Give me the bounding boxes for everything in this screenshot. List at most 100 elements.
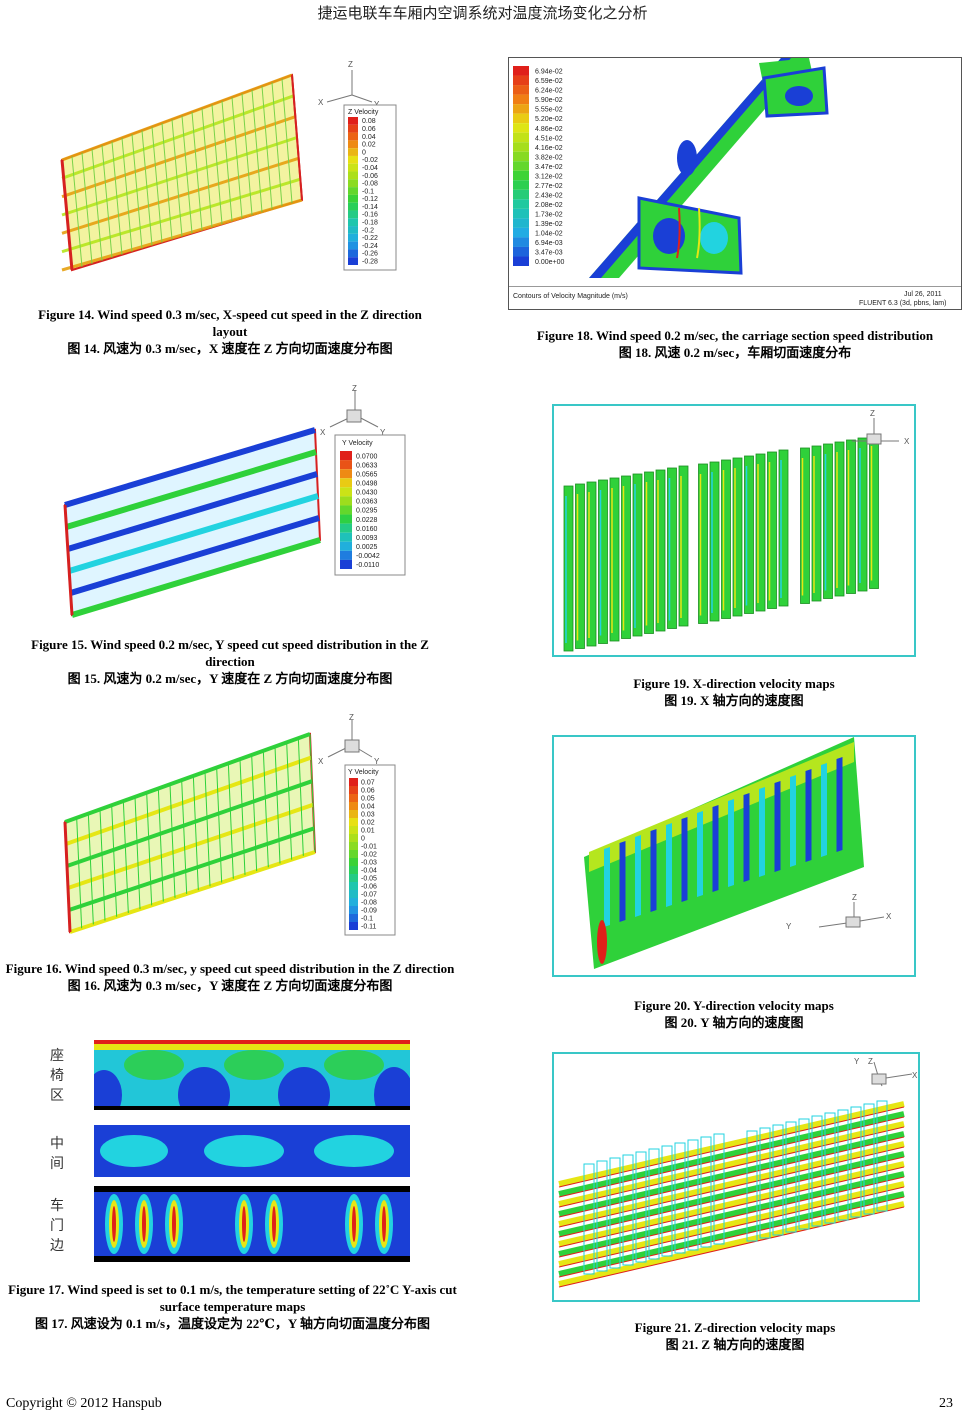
legend-value: -0.0042: [356, 553, 380, 560]
caption-zh: 图 15. 风速为 0.2 m/sec，Y 速度在 Z 方向切面速度分布图: [67, 671, 393, 686]
axis-x-label: X: [318, 98, 324, 107]
legend-value: 3.47e-03: [535, 250, 563, 257]
legend-value: 0.02: [362, 142, 376, 149]
legend-value: 0.0228: [356, 517, 378, 524]
legend-value: 4.51e-02: [535, 135, 563, 142]
legend-swatch: [340, 532, 352, 542]
legend-swatch: [348, 163, 358, 172]
legend-swatch: [340, 523, 352, 533]
legend-swatch: [348, 132, 358, 141]
legend-swatch: [348, 210, 358, 219]
caption-figure-19: Figure 19. X-direction velocity maps 图 1…: [552, 675, 916, 709]
legend-swatch: [349, 882, 358, 890]
legend-swatch: [513, 237, 529, 247]
legend-value: -0.26: [362, 251, 378, 258]
caption-figure-16: Figure 16. Wind speed 0.3 m/sec, y speed…: [5, 960, 455, 994]
fluent-date: Jul 26, 2011: [904, 291, 942, 298]
legend-swatch: [348, 140, 358, 149]
legend-swatch: [348, 194, 358, 203]
legend-swatch: [349, 850, 358, 858]
caption-figure-14: Figure 14. Wind speed 0.3 m/sec, X-speed…: [20, 306, 440, 357]
caption-en: Figure 17. Wind speed is set to 0.1 m/s,…: [8, 1282, 457, 1314]
legend-value: 6.94e-02: [535, 69, 563, 76]
caption-en: Figure 18. Wind speed 0.2 m/sec, the car…: [536, 328, 934, 343]
legend-value: -0.18: [362, 219, 378, 226]
legend-value: -0.05: [361, 875, 377, 882]
legend-swatch: [513, 218, 529, 228]
legend-swatch: [349, 786, 358, 794]
legend-value: 0.07: [361, 779, 375, 786]
running-header: 捷运电联车车厢内空调系统对温度流场变化之分析: [317, 6, 648, 22]
legend-swatch: [340, 541, 352, 551]
legend-swatch: [513, 66, 529, 76]
legend-value: -0.04: [362, 165, 378, 172]
caption-figure-21: Figure 21. Z-direction velocity maps 图 2…: [552, 1319, 918, 1353]
legend-swatch: [349, 922, 358, 930]
caption-zh: 图 19. X 轴方向的速度图: [664, 693, 804, 708]
legend-value: 0.0295: [356, 508, 378, 515]
legend-swatch: [349, 818, 358, 826]
legend-swatch: [349, 866, 358, 874]
legend-swatch: [340, 487, 352, 497]
caption-en: Figure 21. Z-direction velocity maps: [634, 1320, 836, 1335]
legend-title: Y Velocity: [348, 769, 379, 776]
legend-value: 5.55e-02: [535, 107, 563, 114]
legend-value: 0.00e+00: [535, 259, 564, 266]
legend-value: 0.0025: [356, 544, 378, 551]
legend-value: -0.01: [361, 843, 377, 850]
label-middle: 中间: [50, 1136, 64, 1172]
legend-swatch: [349, 890, 358, 898]
figure-17-middle-map: [94, 1125, 410, 1177]
axis-y-label: Y: [380, 428, 386, 437]
caption-en: Figure 20. Y-direction velocity maps: [634, 998, 834, 1013]
legend-swatch: [348, 249, 358, 258]
legend-swatch: [348, 233, 358, 242]
legend-swatch: [340, 496, 352, 506]
figure-14: Z X Y Z Velocity 0.080.060.040.020-0.02-…: [52, 55, 402, 275]
figure-17-seating-map: [94, 1040, 410, 1110]
legend-value: -0.24: [362, 243, 378, 250]
legend-swatch: [348, 202, 358, 211]
legend-value: 0.05: [361, 795, 375, 802]
figure-21: Y Z X: [552, 1052, 920, 1302]
legend-swatch: [348, 241, 358, 250]
legend-swatch: [513, 85, 529, 95]
fluent-solver: FLUENT 6.3 (3d, pbns, lam): [859, 300, 946, 307]
legend-swatch: [348, 257, 358, 265]
legend-value: 4.86e-02: [535, 126, 563, 133]
legend-value: 0.0498: [356, 480, 378, 487]
legend-swatch: [513, 75, 529, 86]
legend-value: 4.16e-02: [535, 145, 563, 152]
legend-value: 0.0430: [356, 490, 378, 497]
legend-value: 2.43e-02: [535, 192, 563, 199]
legend-value: -0.12: [362, 196, 378, 203]
legend-value: -0.1: [362, 188, 374, 195]
axis-y-label: Y: [786, 922, 792, 931]
legend-value: -0.14: [362, 204, 378, 211]
legend-swatch: [340, 460, 352, 470]
legend-value: -0.0110: [356, 562, 379, 569]
legend-value: -0.08: [361, 899, 377, 906]
figure-18: 6.94e-02 6.59e-02 6.24e-02 5.90e-02 5.55e-02…: [508, 57, 962, 310]
legend-value: -0.28: [362, 258, 378, 265]
legend-value: 0.06: [361, 787, 375, 794]
axis-x-label: X: [318, 757, 324, 766]
legend-swatch: [513, 256, 529, 266]
legend-value: 0.03: [361, 811, 375, 818]
legend-swatch: [340, 451, 352, 461]
legend-value: -0.02: [361, 851, 377, 858]
legend-value: -0.06: [362, 173, 378, 180]
legend-swatch: [513, 208, 529, 219]
caption-zh: 图 14. 风速为 0.3 m/sec，X 速度在 Z 方向切面速度分布图: [67, 341, 393, 356]
legend-value: 0.0700: [356, 453, 378, 460]
legend-swatch: [349, 914, 358, 922]
legend-value: 0.06: [362, 126, 376, 133]
figure-17-door-map: [94, 1186, 410, 1262]
label-seating-area: 座椅区: [50, 1048, 64, 1104]
legend-title: Z Velocity: [348, 109, 379, 116]
legend-swatch: [513, 142, 529, 152]
legend-swatch: [513, 104, 529, 114]
caption-figure-18: Figure 18. Wind speed 0.2 m/sec, the car…: [510, 327, 960, 361]
legend-swatch: [513, 113, 529, 124]
figure-16: Z X Y Y Velocity 0.07 0.06 0.05 0.04 0.03 0.0…: [60, 712, 410, 940]
